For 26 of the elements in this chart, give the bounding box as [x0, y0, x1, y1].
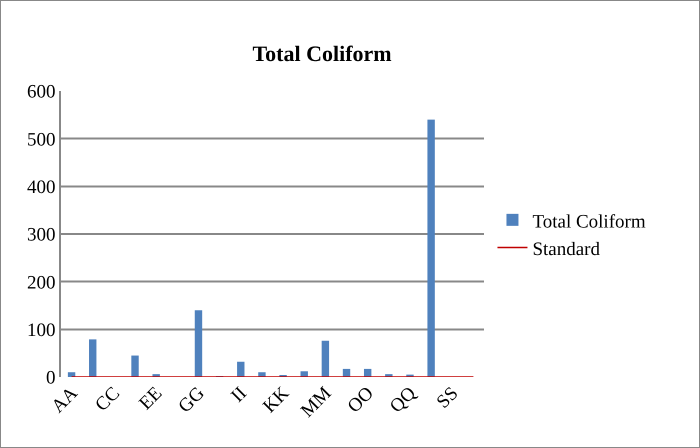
bar — [89, 339, 96, 377]
y-tick-label: 300 — [26, 224, 56, 246]
bar — [194, 310, 202, 377]
x-tick-label: KK — [259, 382, 294, 418]
x-tick-label: EE — [135, 382, 166, 414]
x-tick-label: QQ — [386, 382, 420, 418]
x-tick-label: OO — [344, 382, 378, 418]
y-tick-label: 500 — [26, 129, 56, 150]
x-tick-label: II — [227, 382, 252, 407]
bar — [364, 368, 372, 377]
x-tick-label: MM — [296, 382, 336, 422]
x-tick-label: SS — [432, 382, 463, 413]
y-tick-label: 400 — [26, 176, 56, 198]
y-tick-label: 600 — [26, 82, 56, 103]
bar — [131, 356, 139, 377]
legend-label: Standard — [532, 238, 600, 260]
bar — [68, 372, 76, 377]
x-tick-label: CC — [91, 382, 124, 416]
chart-title: Total Coliform — [252, 41, 392, 66]
bar — [322, 340, 330, 377]
bar — [427, 120, 435, 377]
bar — [237, 362, 244, 377]
y-tick-label: 200 — [26, 272, 56, 294]
x-tick-label: GG — [174, 382, 209, 418]
legend-label: Total Coliform — [532, 211, 646, 232]
y-tick-label: 100 — [26, 320, 56, 341]
